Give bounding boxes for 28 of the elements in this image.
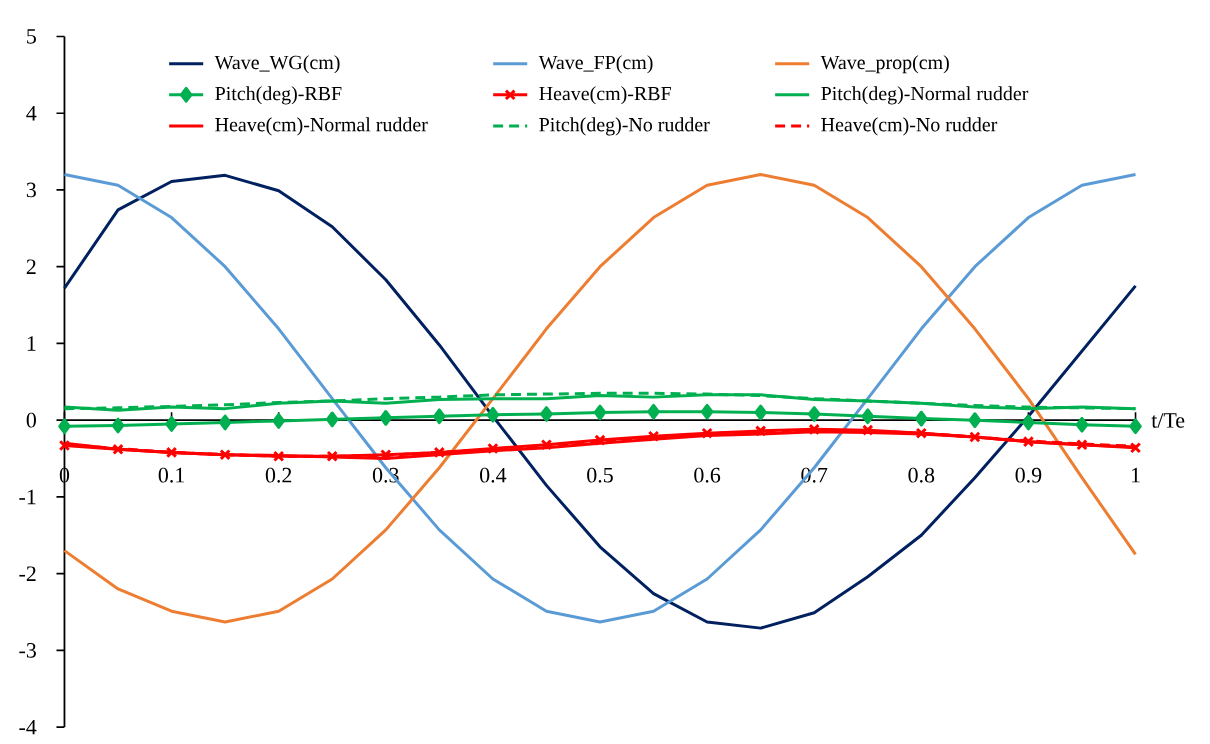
y-tick-label: 2 <box>26 259 36 275</box>
y-tick-label: 0 <box>26 412 36 428</box>
legend-label: Pitch(deg)-RBF <box>215 86 342 105</box>
x-tick-label: 0.6 <box>694 468 721 483</box>
x-tick-label: 0.2 <box>265 468 292 483</box>
x-tick-label: 0.8 <box>908 468 935 483</box>
x-tick-label: 0.5 <box>587 468 613 483</box>
x-tick-label: 0.9 <box>1015 468 1042 483</box>
y-tick-label: 3 <box>26 182 36 198</box>
legend-label: Heave(cm)-Normal rudder <box>215 117 428 136</box>
legend-label: Pitch(deg)-Normal rudder <box>821 86 1029 105</box>
y-tick-label: 4 <box>26 106 37 121</box>
y-tick-label: 5 <box>27 29 36 44</box>
x-tick-label: 0.1 <box>158 468 184 483</box>
y-tick-label: -4 <box>19 720 37 735</box>
legend-label: Heave(cm)-RBF <box>539 86 671 105</box>
legend-label: Wave_FP(cm) <box>538 55 653 74</box>
y-tick-label: -3 <box>19 643 36 658</box>
legend-label: Pitch(deg)-No rudder <box>539 117 710 136</box>
legend-label: Wave_WG(cm) <box>214 55 340 74</box>
x-tick-label: 1 <box>1131 467 1140 483</box>
x-axis-title: t/Te <box>1151 413 1185 429</box>
legend-label: Wave_prop(cm) <box>820 55 949 74</box>
legend-label: Heave(cm)-No rudder <box>821 117 998 136</box>
y-tick-label: -2 <box>19 566 36 582</box>
y-tick-label: -1 <box>19 489 36 505</box>
y-tick-label: 1 <box>27 336 36 351</box>
x-tick-label: 0.4 <box>480 468 507 483</box>
